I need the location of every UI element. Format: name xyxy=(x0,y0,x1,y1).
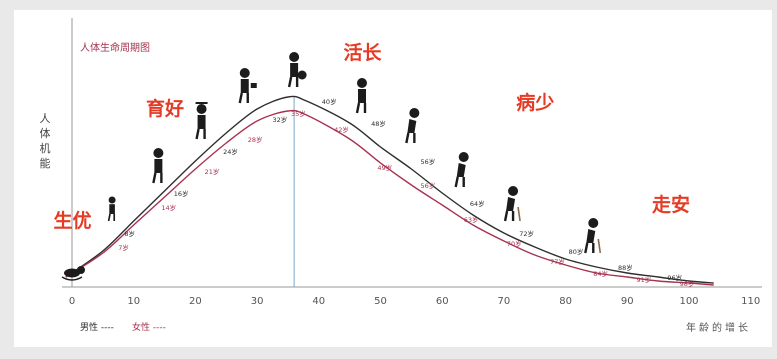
stage-annotation: 走安 xyxy=(652,193,690,216)
worker-figure-icon xyxy=(238,68,257,104)
male-age-label: 88岁 xyxy=(618,263,633,272)
x-tick-label: 30 xyxy=(251,296,264,307)
female-age-label: 28岁 xyxy=(248,135,263,144)
y-axis-label-char: 机 xyxy=(40,141,51,155)
x-tick-label: 100 xyxy=(679,296,698,307)
y-axis-label-char: 人 xyxy=(40,112,51,125)
chart-panel xyxy=(14,10,772,347)
walking-adult-figure-icon xyxy=(355,78,367,114)
x-tick-label: 0 xyxy=(69,296,75,307)
female-age-label: 77岁 xyxy=(550,257,565,266)
legend: 男性 ---- 女性 ---- xyxy=(80,321,166,333)
male-age-label: 64岁 xyxy=(470,199,485,208)
x-tick-label: 110 xyxy=(741,296,760,307)
x-axis-label: 年龄的增长 xyxy=(686,321,751,334)
stage-annotation: 病少 xyxy=(516,91,554,114)
x-tick-label: 60 xyxy=(436,296,449,307)
x-tick-label: 80 xyxy=(559,296,572,307)
legend-male: 男性 ---- xyxy=(80,321,114,333)
cane-elder-figure-icon xyxy=(584,218,602,254)
cane-elder-figure-icon xyxy=(503,186,521,222)
y-axis-label-char: 体 xyxy=(40,126,51,140)
elder-figure-icon xyxy=(454,152,469,188)
female-age-label: 35岁 xyxy=(291,109,306,118)
female-age-label: 7岁 xyxy=(118,243,129,252)
stage-annotation: 育好 xyxy=(146,97,184,120)
child-figure-icon xyxy=(107,196,116,222)
male-age-label: 80岁 xyxy=(569,247,584,256)
female-series-line xyxy=(65,109,714,286)
life-stage-figures xyxy=(61,52,602,281)
x-tick-label: 20 xyxy=(189,296,202,307)
legend-female: 女性 ---- xyxy=(132,321,166,333)
stage-annotation: 生优 xyxy=(53,209,91,232)
female-age-label: 56岁 xyxy=(421,181,436,190)
schoolchild-figure-icon xyxy=(152,148,164,184)
male-age-label: 96岁 xyxy=(667,273,682,282)
male-age-label: 24岁 xyxy=(223,147,238,156)
x-tick-label: 70 xyxy=(498,296,511,307)
age-labels: 8岁 16岁 24岁 32岁 40岁 48岁 56岁 64岁 72岁 80岁 88岁 96岁 7岁 14岁… xyxy=(118,97,694,288)
male-age-label: 32岁 xyxy=(272,115,287,124)
y-axis-label-char: 能 xyxy=(40,156,51,170)
chart-title: 人体生命周期图 xyxy=(80,41,150,54)
x-tick-label: 40 xyxy=(312,296,325,307)
male-age-label: 40岁 xyxy=(322,97,337,106)
female-age-label: 84岁 xyxy=(593,269,608,278)
moneybag-figure-icon xyxy=(287,52,307,88)
x-tick-label: 50 xyxy=(374,296,387,307)
female-age-label: 98岁 xyxy=(680,279,695,288)
series-lines xyxy=(65,95,714,286)
female-age-label: 14岁 xyxy=(161,203,176,212)
female-age-label: 21岁 xyxy=(205,167,220,176)
x-tick-label: 10 xyxy=(127,296,140,307)
male-age-label: 8岁 xyxy=(124,229,135,238)
x-tick-label: 90 xyxy=(621,296,634,307)
female-age-label: 91岁 xyxy=(636,275,651,284)
female-age-label: 70岁 xyxy=(507,239,522,248)
elder-figure-icon xyxy=(405,108,420,144)
female-age-label: 49岁 xyxy=(377,163,392,172)
baby-figure-icon xyxy=(61,266,85,281)
graduate-figure-icon xyxy=(195,102,208,140)
male-age-label: 56岁 xyxy=(421,157,436,166)
male-series-line xyxy=(65,95,714,284)
stage-annotation: 活长 xyxy=(343,41,382,64)
female-age-label: 42岁 xyxy=(334,125,349,134)
male-age-label: 48岁 xyxy=(371,119,386,128)
female-age-label: 63岁 xyxy=(464,215,479,224)
male-age-label: 16岁 xyxy=(174,189,189,198)
x-tick-labels: 0102030405060708090100110120 xyxy=(69,296,760,307)
male-age-label: 72岁 xyxy=(519,229,534,238)
